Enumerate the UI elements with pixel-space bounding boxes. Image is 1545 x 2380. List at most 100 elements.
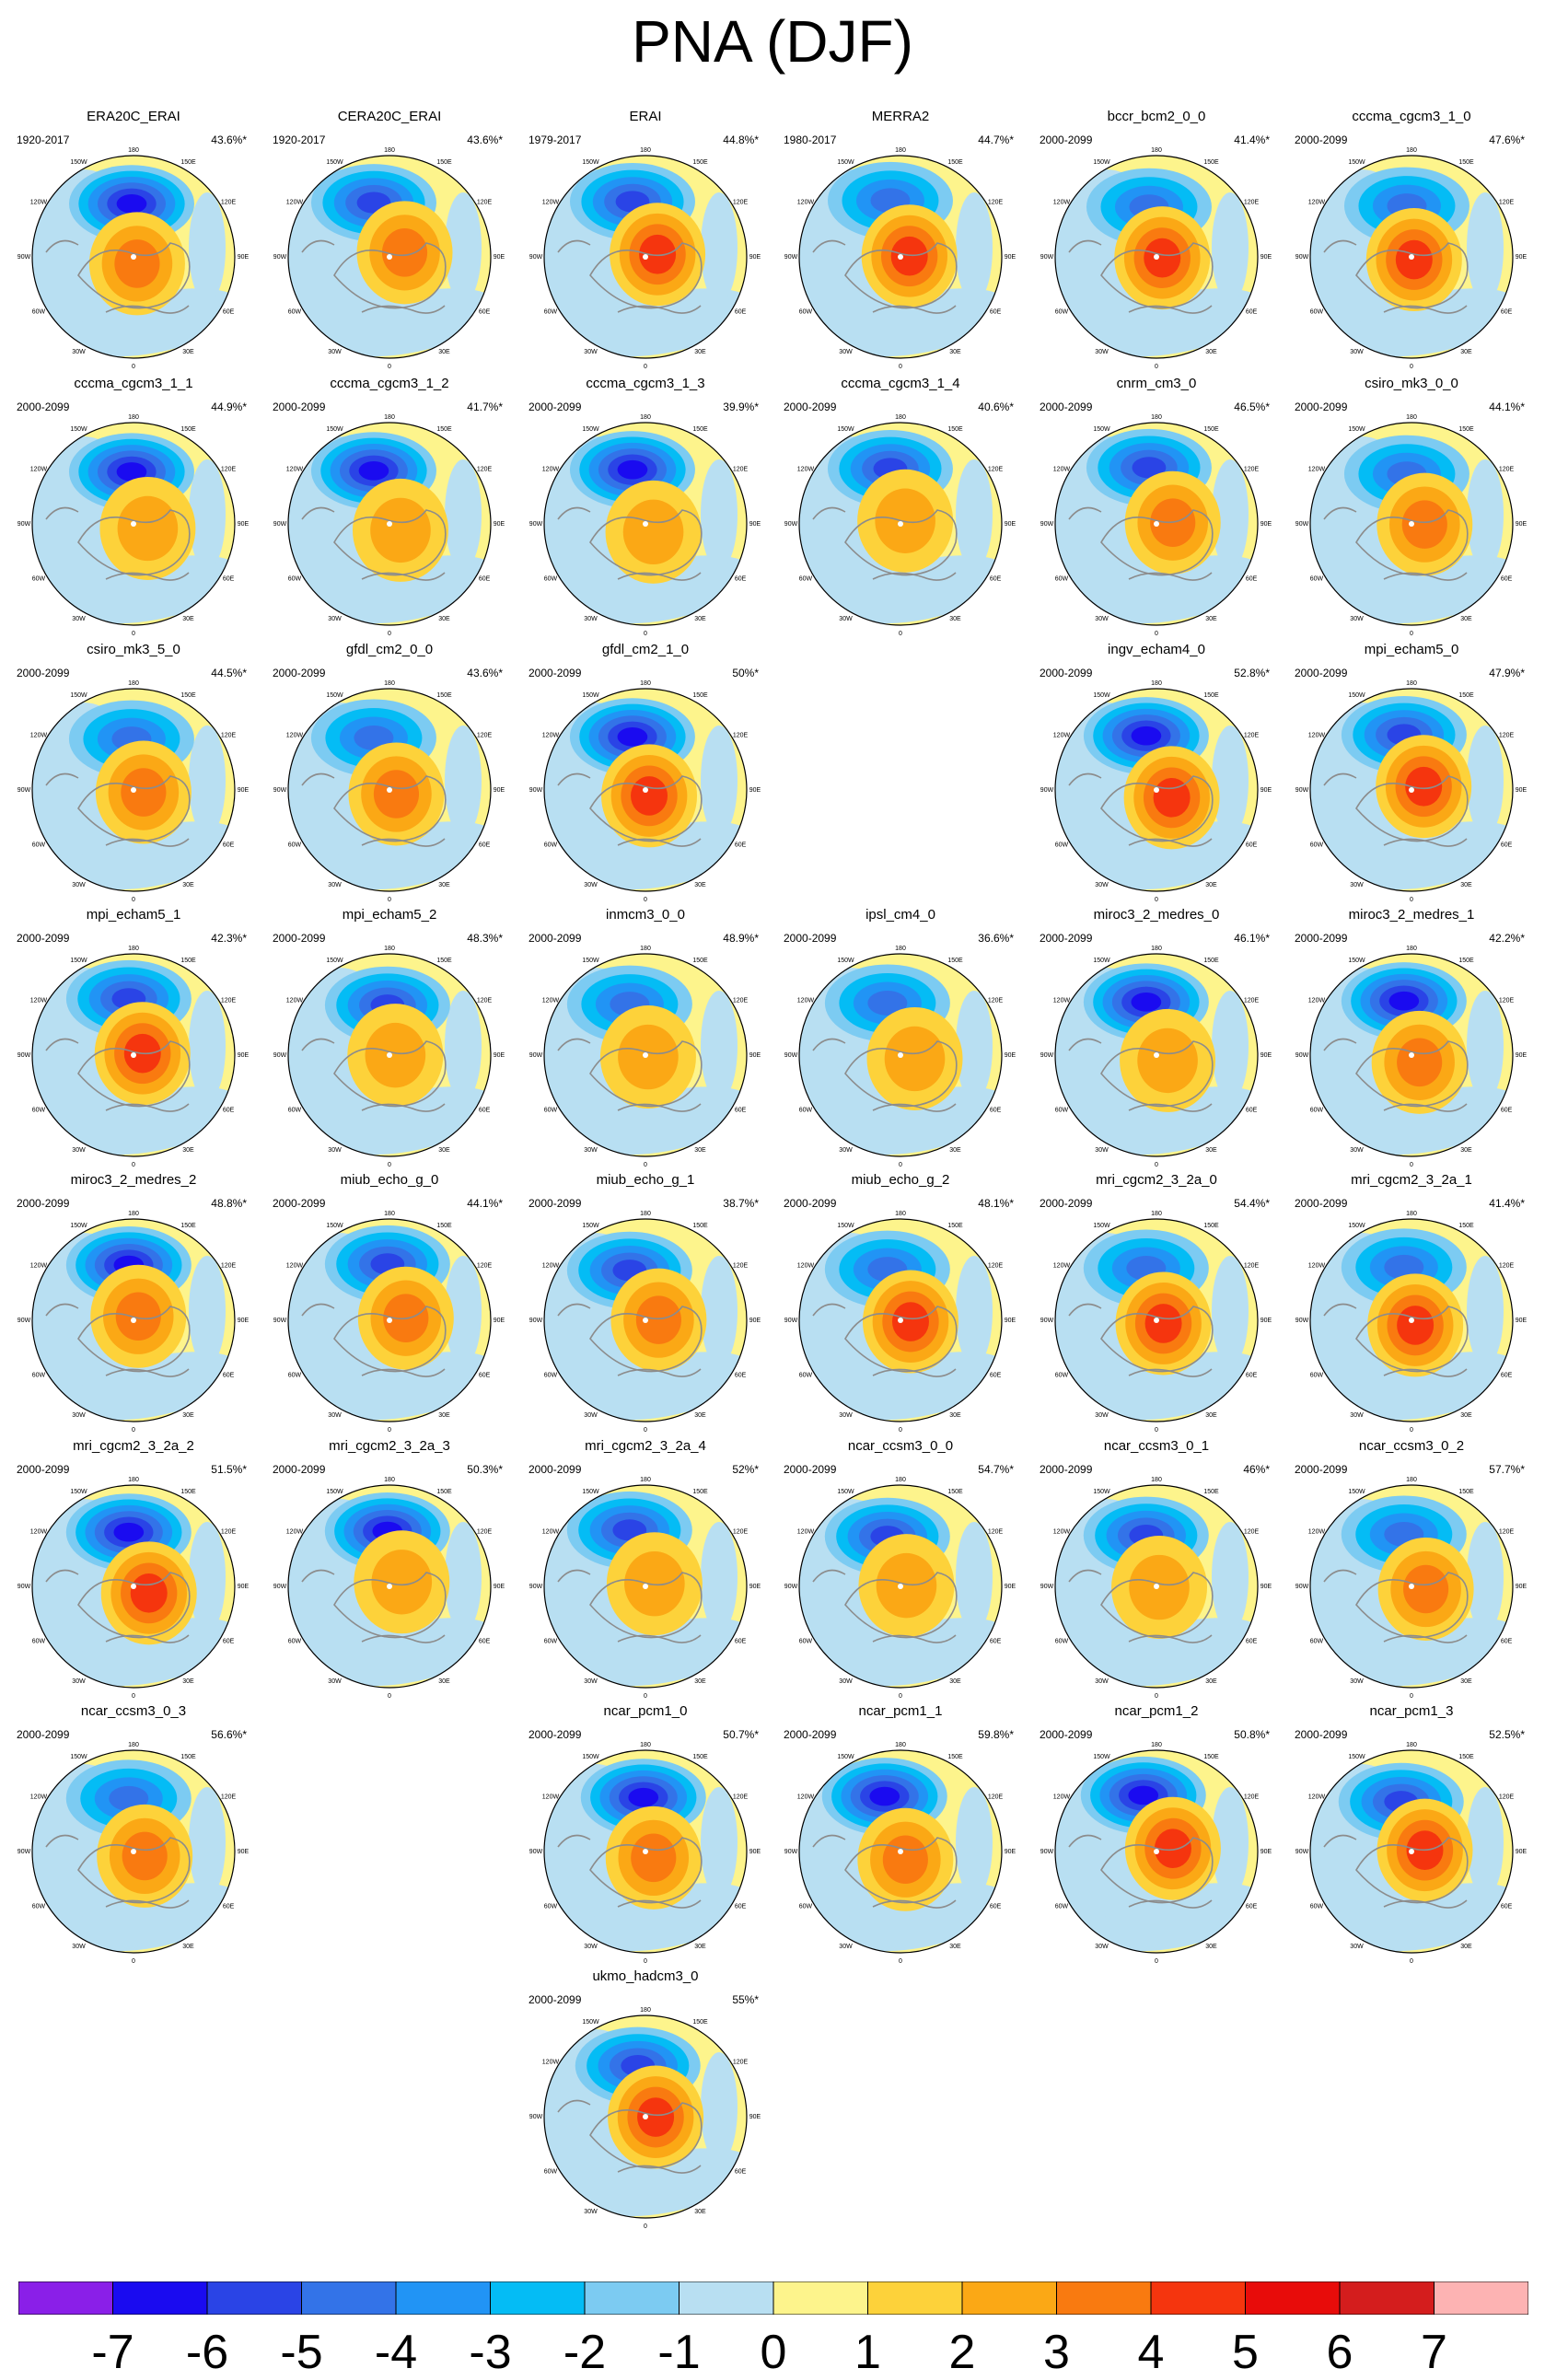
coastline <box>301 1303 335 1317</box>
coastline <box>617 1103 702 1112</box>
lon-tick-label: 30W <box>1095 1944 1109 1950</box>
coastline <box>589 1572 703 1639</box>
panel-title: mri_cgcm2_3_2a_4 <box>585 1438 706 1454</box>
lon-tick-label: 150W <box>582 958 599 964</box>
panel-title: miub_echo_g_0 <box>340 1172 439 1188</box>
panel-variance-explained: 41.7%* <box>467 401 503 413</box>
positive-contour <box>365 1022 426 1088</box>
lon-tick-label: 180 <box>384 946 395 952</box>
lon-tick-label: 120W <box>542 200 560 206</box>
map-border <box>543 1749 748 1954</box>
panel-title: miub_echo_g_1 <box>596 1172 695 1188</box>
coastline <box>1100 775 1214 842</box>
lon-tick-label: 30E <box>694 1944 706 1950</box>
map-border <box>1309 1484 1514 1689</box>
lon-tick-label: 90W <box>1040 254 1054 261</box>
lon-tick-label: 30W <box>584 1944 598 1950</box>
lon-tick-label: 90E <box>1260 1052 1272 1059</box>
lon-tick-label: 150W <box>1093 1223 1110 1229</box>
negative-band-east <box>445 459 482 570</box>
map-border <box>798 1218 1003 1422</box>
polar-map: 180 150E 120E 90E 60E 30E 0 30W 60W 90W 120W 150W <box>529 2007 761 2228</box>
lon-tick-label: 90W <box>273 1052 287 1059</box>
pole-marker <box>1154 1584 1159 1589</box>
coastline <box>1128 1103 1213 1112</box>
polar-map: 180 150E 120E 90E 60E 30E 0 30W 60W 90W 120W 150W <box>529 1211 761 1432</box>
panel-variance-explained: 52.8%* <box>1234 667 1270 679</box>
lon-tick-label: 90W <box>17 1052 31 1059</box>
lon-tick-label: 30E <box>438 1412 450 1419</box>
panel-title: miroc3_2_medres_1 <box>1348 907 1475 923</box>
map-panel: ncar_ccsm3_0_0 2000-2099 54.7%* 180 150E 120E… <box>776 1438 1025 1698</box>
negative-band-east <box>189 192 226 303</box>
coastline <box>77 1306 191 1373</box>
lon-tick-label: 0 <box>388 1427 391 1432</box>
lon-tick-label: 180 <box>128 1742 139 1748</box>
pole-marker <box>1409 787 1414 793</box>
map-panel: miroc3_2_medres_2 2000-2099 48.8%* 180 150E 1… <box>9 1172 258 1432</box>
lon-tick-label: 30E <box>1205 1678 1217 1685</box>
colorbar-box <box>206 2281 302 2315</box>
panel-variance-explained: 43.6%* <box>467 134 503 146</box>
panel-period: 2000-2099 <box>17 1463 70 1476</box>
pole-marker <box>643 787 648 793</box>
coastline <box>1128 838 1213 847</box>
lon-tick-label: 30W <box>328 1412 342 1419</box>
lon-tick-label: 60W <box>799 309 813 316</box>
lon-tick-label: 120E <box>221 1263 237 1270</box>
coastline <box>1323 1834 1357 1848</box>
lon-tick-label: 0 <box>644 1162 647 1167</box>
lon-tick-label: 180 <box>1406 147 1417 154</box>
lon-tick-label: 150E <box>1203 692 1219 699</box>
lon-tick-label: 90W <box>1040 1849 1054 1855</box>
positive-contour <box>882 1835 928 1885</box>
lon-tick-label: 90W <box>1295 1318 1309 1324</box>
coastline <box>1100 1572 1214 1639</box>
polar-map: 180 150E 120E 90E 60E 30E 0 30W 60W 90W 120W 150W <box>1040 1742 1272 1963</box>
positive-contour <box>1154 1829 1191 1869</box>
map-border <box>1309 422 1514 626</box>
polar-map: 180 150E 120E 90E 60E 30E 0 30W 60W 90W 120W 150W <box>784 1742 1016 1963</box>
lon-tick-label: 0 <box>132 1427 135 1432</box>
polar-map: 180 150E 120E 90E 60E 30E 0 30W 60W 90W 120W 150W <box>1040 1211 1272 1432</box>
lon-tick-label: 180 <box>128 414 139 421</box>
lon-tick-label: 90W <box>17 1584 31 1590</box>
map-panel: cnrm_cm3_0 2000-2099 46.5%* 180 150E 120E 90E 6… <box>1032 376 1281 635</box>
lon-tick-label: 180 <box>895 1477 906 1483</box>
panel-period: 1980-2017 <box>784 134 837 146</box>
coastline <box>361 305 446 314</box>
lon-tick-label: 0 <box>132 1693 135 1698</box>
lon-tick-label: 120E <box>988 200 1004 206</box>
lon-tick-label: 150E <box>436 958 452 964</box>
panel-variance-explained: 42.2%* <box>1489 932 1525 945</box>
pole-marker <box>898 1052 903 1058</box>
map-border <box>543 1484 748 1689</box>
map-panel: mpi_echam5_0 2000-2099 47.9%* 180 150E 120E 90… <box>1287 642 1536 901</box>
lon-tick-label: 120W <box>30 998 48 1004</box>
lon-tick-label: 0 <box>1410 897 1413 901</box>
lon-tick-label: 120E <box>988 1263 1004 1270</box>
lon-tick-label: 120E <box>1244 998 1260 1004</box>
lon-tick-label: 30E <box>182 1678 194 1685</box>
lon-tick-label: 60W <box>1310 842 1324 849</box>
coastline <box>361 1634 446 1643</box>
lon-tick-label: 0 <box>1410 1958 1413 1963</box>
coastline <box>45 506 79 520</box>
panel-period: 2000-2099 <box>529 1463 582 1476</box>
polar-map: 180 150E 120E 90E 60E 30E 0 30W 60W 90W 120W 150W <box>1295 1742 1528 1963</box>
lon-tick-label: 180 <box>1151 1211 1162 1217</box>
coastline <box>45 239 79 253</box>
map-panel: ingv_echam4_0 2000-2099 52.8%* 180 150E 120E 9… <box>1032 642 1281 901</box>
lon-tick-label: 30W <box>1350 616 1364 622</box>
coastline <box>557 1569 591 1583</box>
panel-period: 2000-2099 <box>17 932 70 945</box>
negative-band-east <box>701 1787 738 1898</box>
lon-tick-label: 120W <box>30 1263 48 1270</box>
lon-tick-label: 0 <box>388 364 391 368</box>
lon-tick-label: 90E <box>1516 521 1528 528</box>
lon-tick-label: 150W <box>837 159 854 166</box>
lon-tick-label: 30E <box>1205 1412 1217 1419</box>
lon-tick-label: 60W <box>799 1904 813 1910</box>
panel-title: cccma_cgcm3_1_3 <box>586 376 705 391</box>
